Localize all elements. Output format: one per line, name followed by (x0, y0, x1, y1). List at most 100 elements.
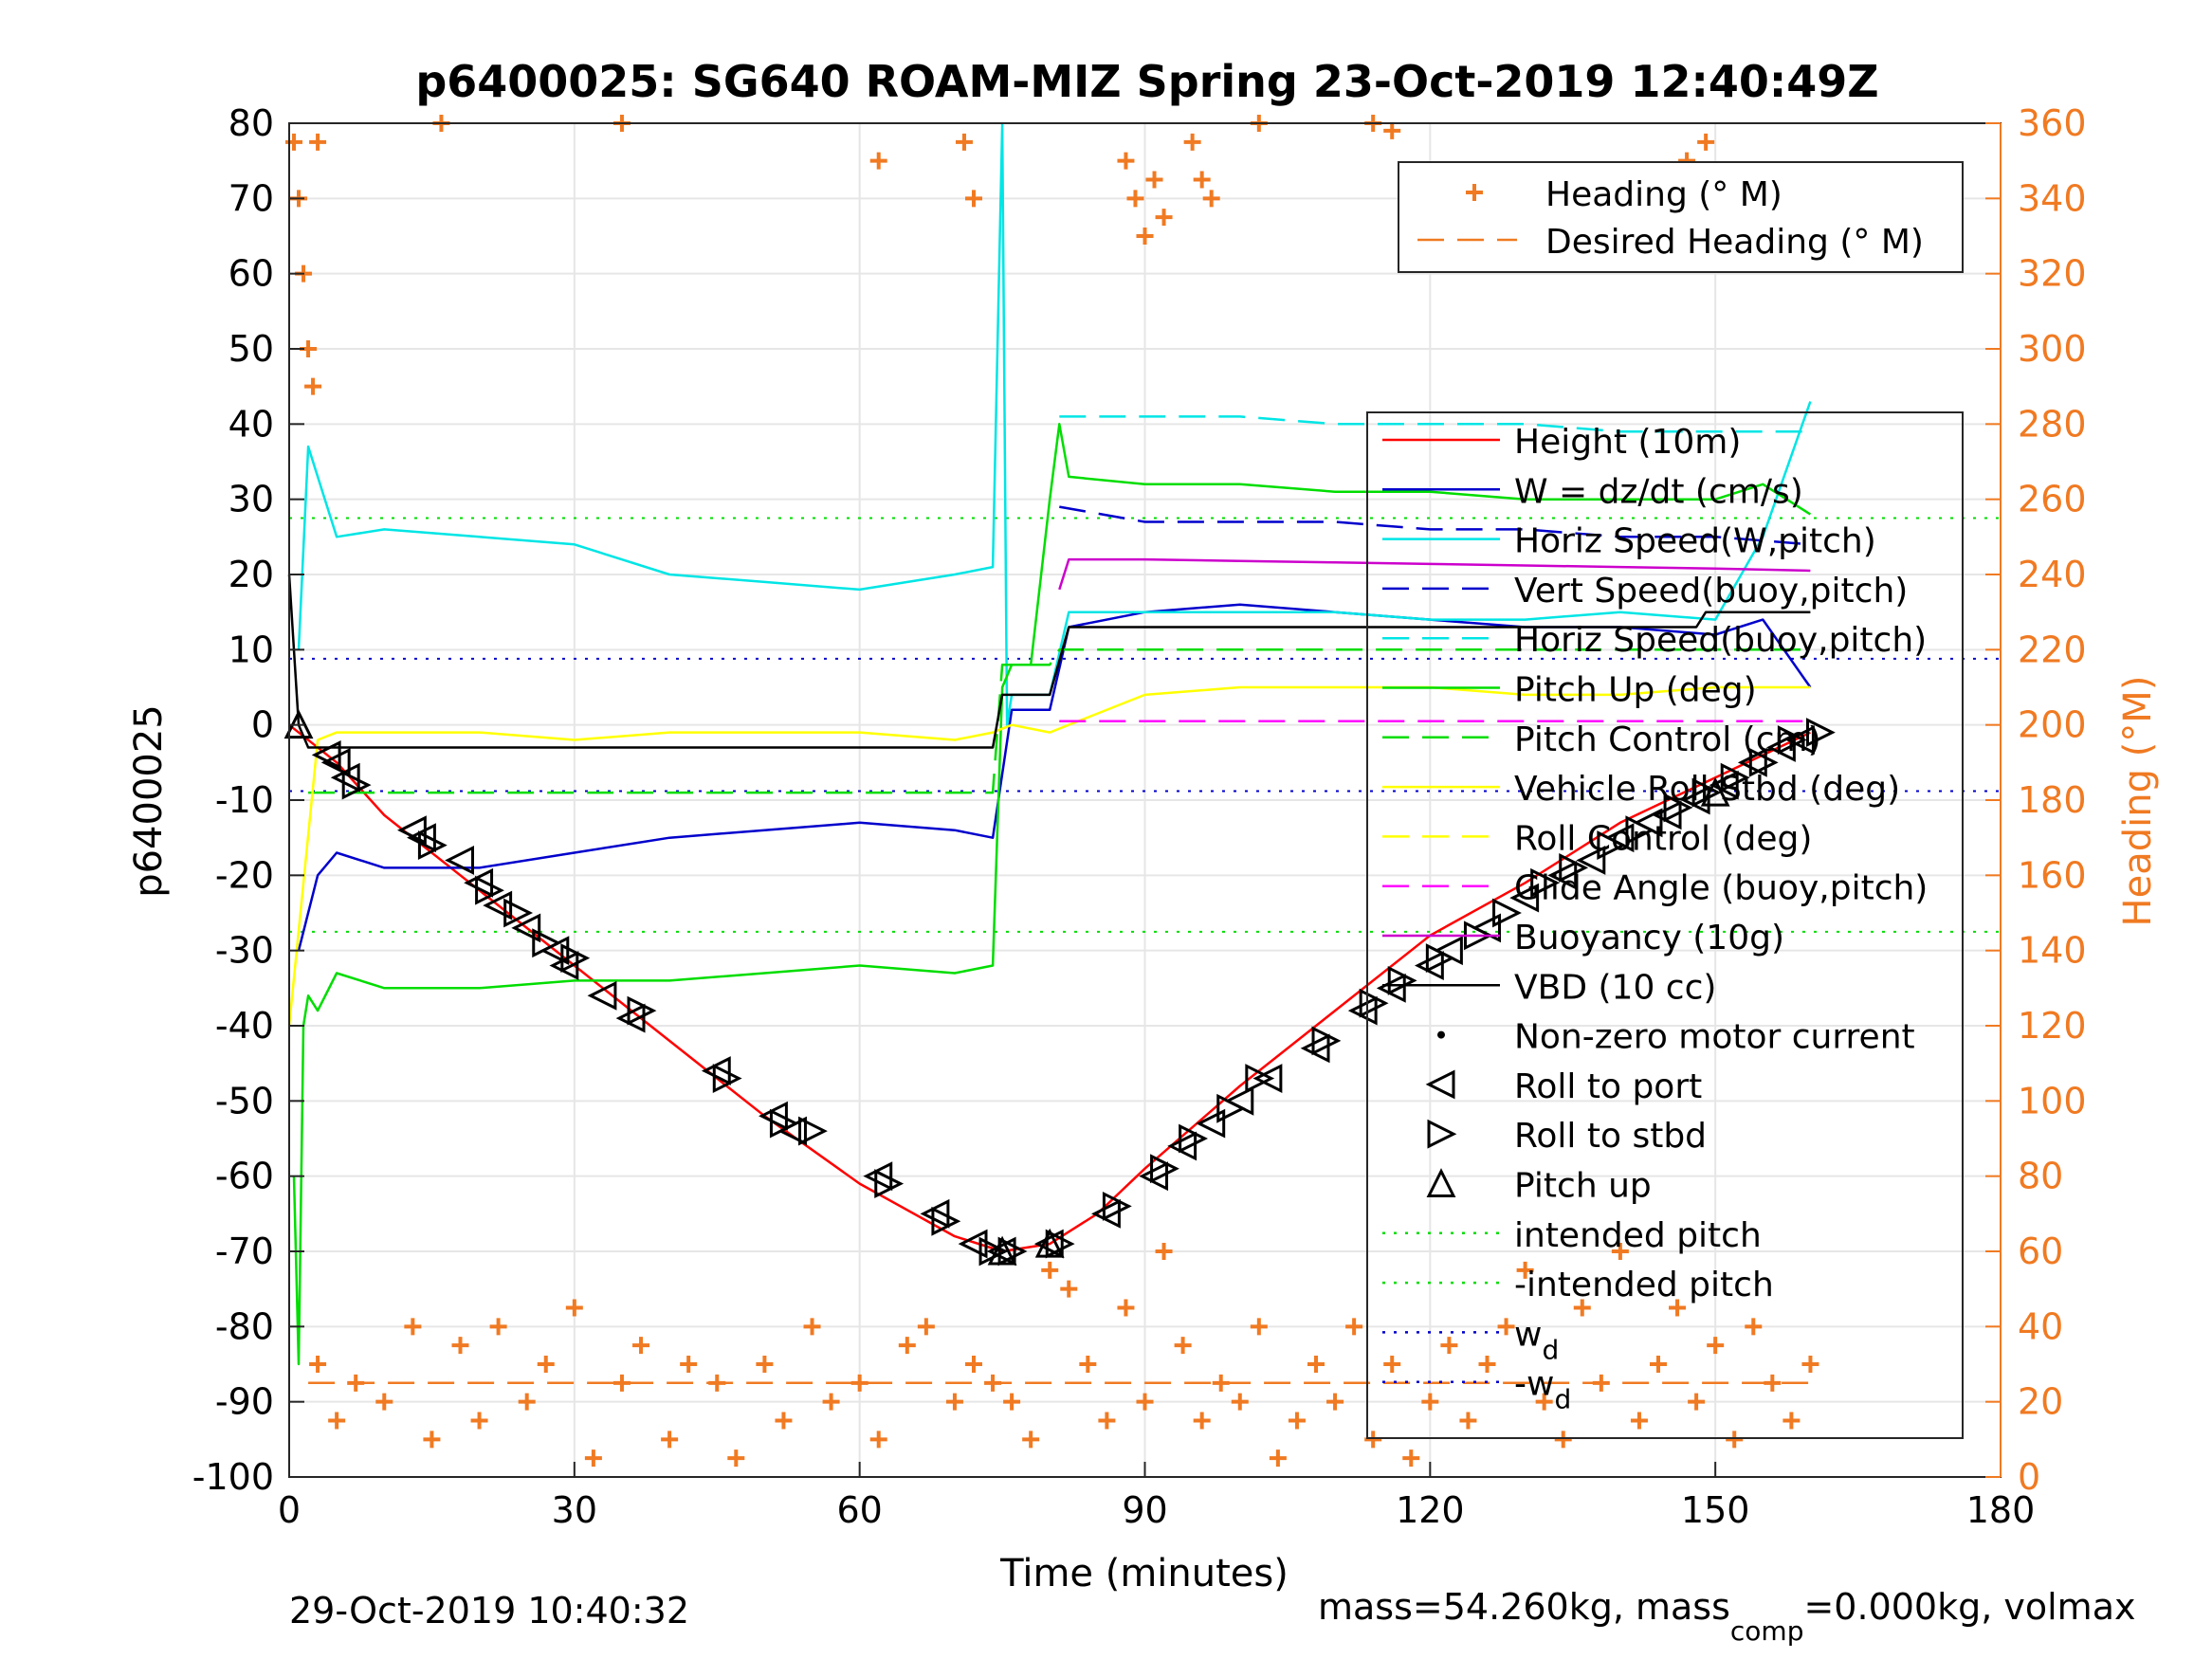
heading-m-marker (1193, 1412, 1211, 1430)
y-tick-label-right: 80 (2018, 1156, 2063, 1197)
pitch-up-marker (1034, 1228, 1065, 1258)
heading-m-marker (1707, 1337, 1725, 1355)
heading-m-marker (1726, 1431, 1744, 1449)
roll-to-stbd-marker (931, 1206, 961, 1236)
y-tick-label: -40 (215, 1005, 274, 1047)
heading-m-marker (898, 1337, 916, 1355)
heading-m-marker (869, 152, 887, 170)
heading-m-marker (1117, 1299, 1135, 1317)
roll-to-port-marker (701, 1056, 731, 1086)
heading-m-marker (727, 1449, 745, 1468)
roll-to-stbd-marker (1150, 1154, 1179, 1184)
heading-m-marker (1155, 209, 1173, 227)
heading-m-marker (451, 1337, 469, 1355)
legend-main-box (1366, 411, 1964, 1439)
heading-m-marker (1801, 1356, 1819, 1373)
heading-m-marker (1307, 1356, 1325, 1373)
roll-to-stbd-marker (1663, 793, 1693, 823)
legend-heading-box (1398, 161, 1964, 273)
roll-to-port-marker (920, 1198, 950, 1229)
y-tick-label: -10 (215, 779, 274, 821)
y-tick-label: 20 (229, 554, 274, 595)
roll-to-port-marker (1347, 995, 1378, 1026)
heading-m-marker (518, 1393, 536, 1411)
roll-to-port-marker (445, 846, 474, 875)
roll-to-stbd-marker (769, 1108, 799, 1139)
roll-to-stbd-marker (341, 770, 372, 800)
y-tick-label: 30 (229, 479, 274, 520)
footer-mass: mass=54.260kg, masscomp=0.000kg, volmax (1318, 1586, 2135, 1647)
legend-label-sub: d (1542, 1334, 1559, 1365)
roll-to-stbd-marker (1625, 815, 1655, 846)
y-tick-label-right: 60 (2018, 1231, 2063, 1272)
heading-m-marker (565, 1299, 583, 1317)
footer-mass-prefix: mass=54.260kg, mass (1318, 1586, 1730, 1628)
heading-m-marker (470, 1412, 488, 1430)
roll-to-port-marker (511, 913, 541, 943)
y-tick-label: 50 (229, 328, 274, 370)
heading-m-marker (1516, 1261, 1534, 1279)
heading-m-marker (1193, 171, 1211, 189)
heading-m-marker (1231, 1393, 1249, 1411)
legend-sample (1426, 1168, 1456, 1197)
roll-to-port-marker (1509, 883, 1540, 913)
roll-to-stbd-marker (417, 830, 448, 861)
y-tick-label: -90 (215, 1381, 274, 1423)
y-tick-label-right: 180 (2018, 779, 2087, 821)
heading-m-marker (1535, 1393, 1553, 1411)
y-tick-label: -50 (215, 1080, 274, 1121)
heading-m-marker (612, 1374, 631, 1392)
legend-label: Pitch Control (cm) (1514, 720, 1821, 759)
roll-to-stbd-marker (1216, 1093, 1247, 1123)
heading-m-marker (489, 1318, 507, 1336)
roll-to-stbd-marker (1387, 965, 1417, 995)
legend-label: Roll Control (deg) (1514, 819, 1812, 858)
roll-to-port-marker (958, 1229, 988, 1259)
roll-to-stbd-marker (532, 928, 562, 958)
heading-m-marker (1145, 171, 1163, 189)
roll-to-port-marker (587, 980, 617, 1011)
heading-m-marker (1202, 190, 1220, 208)
heading-m-marker (1764, 1374, 1782, 1392)
pitch-up-marker (987, 1235, 1017, 1266)
roll-to-port-marker (1547, 860, 1578, 890)
roll-to-port-marker (1737, 747, 1767, 777)
heading-m-marker (1250, 1318, 1268, 1336)
legend-label: Roll to port (1514, 1067, 1702, 1106)
heading-m-marker (1269, 1449, 1287, 1468)
roll-to-port-marker (1252, 1064, 1283, 1093)
y-tick-label-right: 140 (2018, 930, 2087, 972)
heading-m-marker (1440, 1337, 1458, 1355)
legend-label: Horiz Speed(W,pitch) (1514, 522, 1876, 561)
horiz-speed-w-pitch-line (297, 121, 1812, 726)
roll-to-stbd-marker (712, 1064, 742, 1093)
legend-label: Horiz Speed(buoy,pitch) (1514, 621, 1927, 660)
heading-m-marker (1183, 133, 1201, 151)
roll-to-stbd-marker (560, 943, 591, 974)
roll-to-stbd-marker (1425, 943, 1455, 974)
heading-m-marker (632, 1337, 650, 1355)
footer-mass-suffix: =0.000kg, volmax (1803, 1586, 2135, 1628)
y-tick-label: -100 (192, 1456, 274, 1498)
y-axis-label-right: Heading (°M) (2116, 676, 2160, 927)
y-tick-label-right: 320 (2018, 253, 2087, 295)
y-tick-label: 60 (229, 253, 274, 295)
pitch-up-deg-line (292, 423, 1812, 1366)
x-tick-label: 150 (1681, 1489, 1750, 1531)
y-tick-label-right: 240 (2018, 554, 2087, 595)
heading-m-marker (1497, 1318, 1515, 1336)
roll-to-stbd-marker (1359, 988, 1389, 1018)
heading-m-marker (869, 1431, 887, 1449)
pitch-control-cm-line (308, 648, 1811, 794)
vbd-10-cc-line (287, 574, 1811, 749)
heading-m-marker (803, 1318, 821, 1336)
heading-m-marker (965, 190, 982, 208)
heading-m-marker (1079, 1356, 1097, 1373)
y-tick-label: -70 (215, 1231, 274, 1272)
legend-label: Desired Heading (° M) (1545, 223, 1924, 262)
heading-m-marker (680, 1356, 698, 1373)
legend-label: W = dz/dt (cm/s) (1514, 472, 1803, 511)
roll-to-stbd-marker (1777, 725, 1807, 755)
roll-to-port-marker (1167, 1131, 1197, 1161)
heading-m-marker (1098, 1412, 1116, 1430)
